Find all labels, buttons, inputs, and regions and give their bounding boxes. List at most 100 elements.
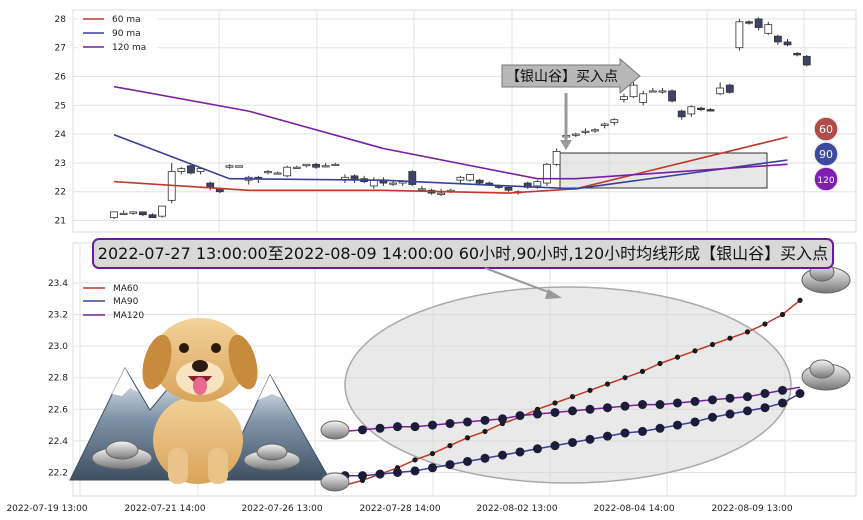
candle-down (725, 84, 734, 93)
bottom-y-tick: 22.8 (48, 374, 68, 384)
bottom-point-MA90 (375, 469, 385, 479)
legend-label-60ma: 60 ma (112, 15, 141, 25)
bottom-point-MA120 (743, 392, 752, 402)
legend-label-ma120: MA120 (113, 311, 144, 321)
bottom-x-tick: 2022-07-28 14:00 (359, 504, 440, 514)
bottom-x-tick: 2022-07-19 13:00 (6, 504, 87, 514)
candle-up (629, 84, 638, 98)
bottom-point-MA90 (358, 471, 367, 481)
bottom-point-MA90 (690, 417, 700, 427)
banner-text: 2022-07-27 13:00:00至2022-08-09 14:00:00 … (98, 244, 828, 263)
candle-down (475, 179, 484, 184)
candle-up (264, 171, 272, 174)
bottom-point-MA120 (638, 400, 647, 410)
bottom-point-MA90 (515, 447, 525, 457)
bottom-point-MA60 (727, 335, 733, 341)
bottom-point-MA120 (620, 401, 630, 411)
bottom-point-MA120 (428, 420, 437, 430)
bottom-point-MA120 (760, 389, 770, 398)
candle-up (417, 188, 426, 191)
candle-up (764, 24, 773, 34)
bottom-x-tick: 2022-08-02 13:00 (476, 504, 557, 514)
candle-up (437, 192, 446, 195)
bottom-x-tick-labels: 2022-07-19 13:00 2022-07-21 14:00 2022-07-… (6, 504, 792, 514)
candle-up (716, 87, 725, 95)
candle-down (138, 211, 147, 216)
bottom-point-MA90 (410, 466, 420, 476)
bottom-point-MA60 (552, 400, 558, 406)
bottom-point-MA60 (657, 360, 663, 367)
candle-down (802, 55, 811, 66)
top-y-tick: 28 (55, 15, 67, 25)
bottom-point-MA120 (603, 403, 612, 413)
bottom-point-MA60 (744, 329, 751, 335)
ma60-badge: 60 (813, 116, 839, 142)
bottom-point-MA90 (743, 406, 752, 416)
candle-up (273, 172, 282, 175)
candle-down (677, 110, 686, 118)
golden-retriever-puppy-icon (142, 318, 258, 484)
buy-point-callout: 【银山谷】买入点 (501, 57, 641, 150)
candle-up (369, 179, 378, 187)
ma120-badge-circle (813, 166, 839, 192)
top-y-tick-labels: 21 22 23 24 25 26 27 28 (55, 15, 67, 227)
bottom-y-tick: 22.2 (48, 469, 68, 479)
bottom-point-MA120 (515, 411, 525, 421)
top-line-90-ma (113, 133, 788, 190)
bottom-point-MA120 (550, 407, 560, 417)
bottom-point-MA60 (692, 348, 698, 354)
top-plot-background (72, 9, 857, 233)
candle-up (687, 106, 696, 115)
bottom-point-MA120 (358, 425, 367, 435)
bottom-point-MA120 (568, 406, 577, 416)
candle-up (292, 166, 301, 169)
top-y-tick: 26 (55, 73, 67, 83)
legend-label-90ma: 90 ma (112, 29, 141, 39)
candle-down (504, 186, 513, 191)
bottom-point-MA90 (568, 437, 577, 447)
top-panel: 21 22 23 24 25 26 27 28 【银山谷】买入点 60 ma 90 ma 12… (55, 9, 857, 233)
candle-up (331, 163, 340, 166)
ma90-badge: 90 (813, 141, 839, 167)
candle-down (187, 165, 195, 174)
bottom-point-MA60 (464, 435, 471, 441)
bottom-point-MA60 (797, 297, 803, 303)
bottom-point-MA60 (639, 368, 646, 374)
candle-down (793, 53, 802, 56)
bottom-point-MA90 (638, 426, 647, 436)
bottom-x-tick: 2022-07-26 13:00 (241, 504, 322, 514)
ma60-badge-circle (813, 116, 839, 142)
candle-up (110, 211, 118, 219)
bottom-point-MA90 (393, 468, 402, 477)
bottom-point-MA60 (412, 457, 418, 463)
bottom-point-MA90 (498, 450, 507, 460)
signal-banner: 2022-07-27 13:00:00至2022-08-09 14:00:00 … (92, 238, 834, 299)
ma90-badge-circle (813, 141, 839, 167)
candle-up (283, 166, 292, 177)
bottom-point-MA120 (778, 385, 787, 395)
candle-up (119, 212, 128, 215)
bottom-point-MA60 (604, 381, 611, 387)
bottom-point-MA120 (690, 396, 700, 406)
top-y-tick: 21 (55, 217, 66, 227)
bottom-panel: 22.2 22.4 22.6 22.8 23.0 23.2 23.4 2022-07-19 … (6, 242, 857, 514)
ma120-badge: 120 (813, 166, 839, 192)
bottom-y-tick-labels: 22.2 22.4 22.6 22.8 23.0 23.2 23.4 (48, 279, 68, 479)
candle-up (177, 168, 186, 172)
ma90-badge-label: 90 (819, 148, 833, 161)
bottom-point-MA60 (482, 428, 488, 435)
top-gridlines (73, 10, 856, 232)
legend-label-120ma: 120 ma (112, 43, 146, 53)
candle-up (552, 150, 561, 165)
bottom-x-tick: 2022-08-09 13:00 (711, 504, 792, 514)
bottom-point-MA90 (428, 463, 437, 473)
candle-down (697, 107, 705, 111)
callout-pointer-head (560, 140, 572, 150)
bottom-point-MA120 (585, 404, 595, 414)
candle-down (754, 18, 763, 28)
bottom-y-tick: 22.6 (48, 405, 68, 415)
candle-up (648, 90, 657, 93)
legend-label-ma60: MA60 (113, 284, 139, 294)
top-y-tick: 22 (55, 188, 66, 198)
